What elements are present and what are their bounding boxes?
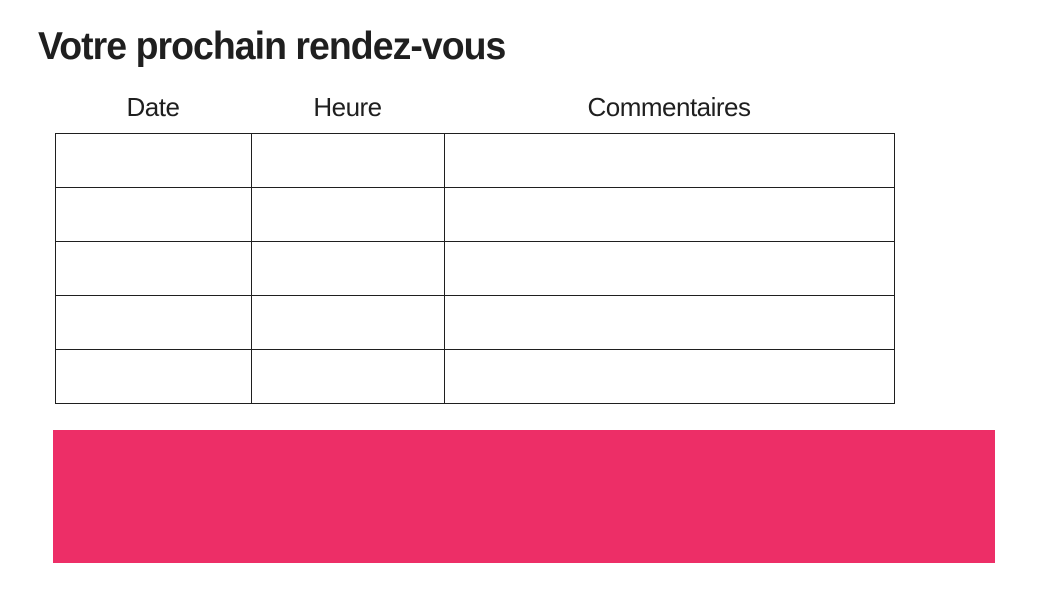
page-title: Votre prochain rendez-vous xyxy=(38,25,506,68)
table-cell[interactable] xyxy=(444,187,895,242)
table-row xyxy=(55,133,895,188)
column-header-date: Date xyxy=(126,92,180,122)
table-cell[interactable] xyxy=(251,295,445,350)
table-row xyxy=(55,295,895,350)
table-cell[interactable] xyxy=(251,349,445,404)
table-cell[interactable] xyxy=(444,349,895,404)
column-header-heure: Heure xyxy=(313,92,382,122)
column-header-commentaires: Commentaires xyxy=(587,92,751,122)
appointments-table xyxy=(55,133,895,404)
table-cell[interactable] xyxy=(55,133,252,188)
table-row xyxy=(55,187,895,242)
table-cell[interactable] xyxy=(55,295,252,350)
accent-bar xyxy=(53,430,995,563)
table-cell[interactable] xyxy=(55,241,252,296)
table-cell[interactable] xyxy=(444,241,895,296)
table-cell[interactable] xyxy=(444,133,895,188)
table-cell[interactable] xyxy=(55,349,252,404)
table-cell[interactable] xyxy=(55,187,252,242)
table-cell[interactable] xyxy=(251,241,445,296)
table-cell[interactable] xyxy=(251,187,445,242)
table-row xyxy=(55,241,895,296)
table-row xyxy=(55,349,895,404)
table-cell[interactable] xyxy=(444,295,895,350)
table-cell[interactable] xyxy=(251,133,445,188)
table-header-row: Date Heure Commentaires xyxy=(55,92,894,123)
